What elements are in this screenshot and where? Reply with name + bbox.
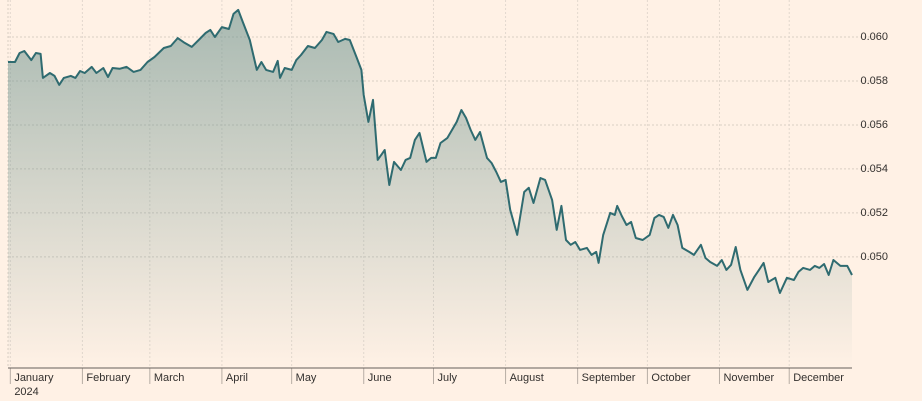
x-tick-label: July [437, 372, 457, 384]
x-tick-label: May [296, 372, 317, 384]
x-tick-label: August [510, 372, 544, 384]
x-tick-label: February [86, 372, 131, 384]
y-tick-label: 0.054 [860, 163, 888, 175]
y-tick-label: 0.060 [860, 31, 888, 43]
x-tick-label: November [723, 372, 774, 384]
x-tick-label: March [154, 372, 185, 384]
x-tick-label: June [368, 372, 392, 384]
y-tick-label: 0.056 [860, 119, 888, 131]
x-tick-label: January [14, 372, 54, 384]
y-tick-label: 0.052 [860, 207, 888, 219]
x-tick-label: December [793, 372, 844, 384]
line [8, 8, 853, 294]
x-tick-label: October [651, 372, 690, 384]
year-label: 2024 [14, 386, 38, 398]
x-tick-label: September [582, 372, 636, 384]
x-tick-label: April [226, 372, 248, 384]
y-tick-label: 0.050 [860, 251, 888, 263]
area [8, 9, 852, 369]
y-tick-label: 0.058 [860, 75, 888, 87]
